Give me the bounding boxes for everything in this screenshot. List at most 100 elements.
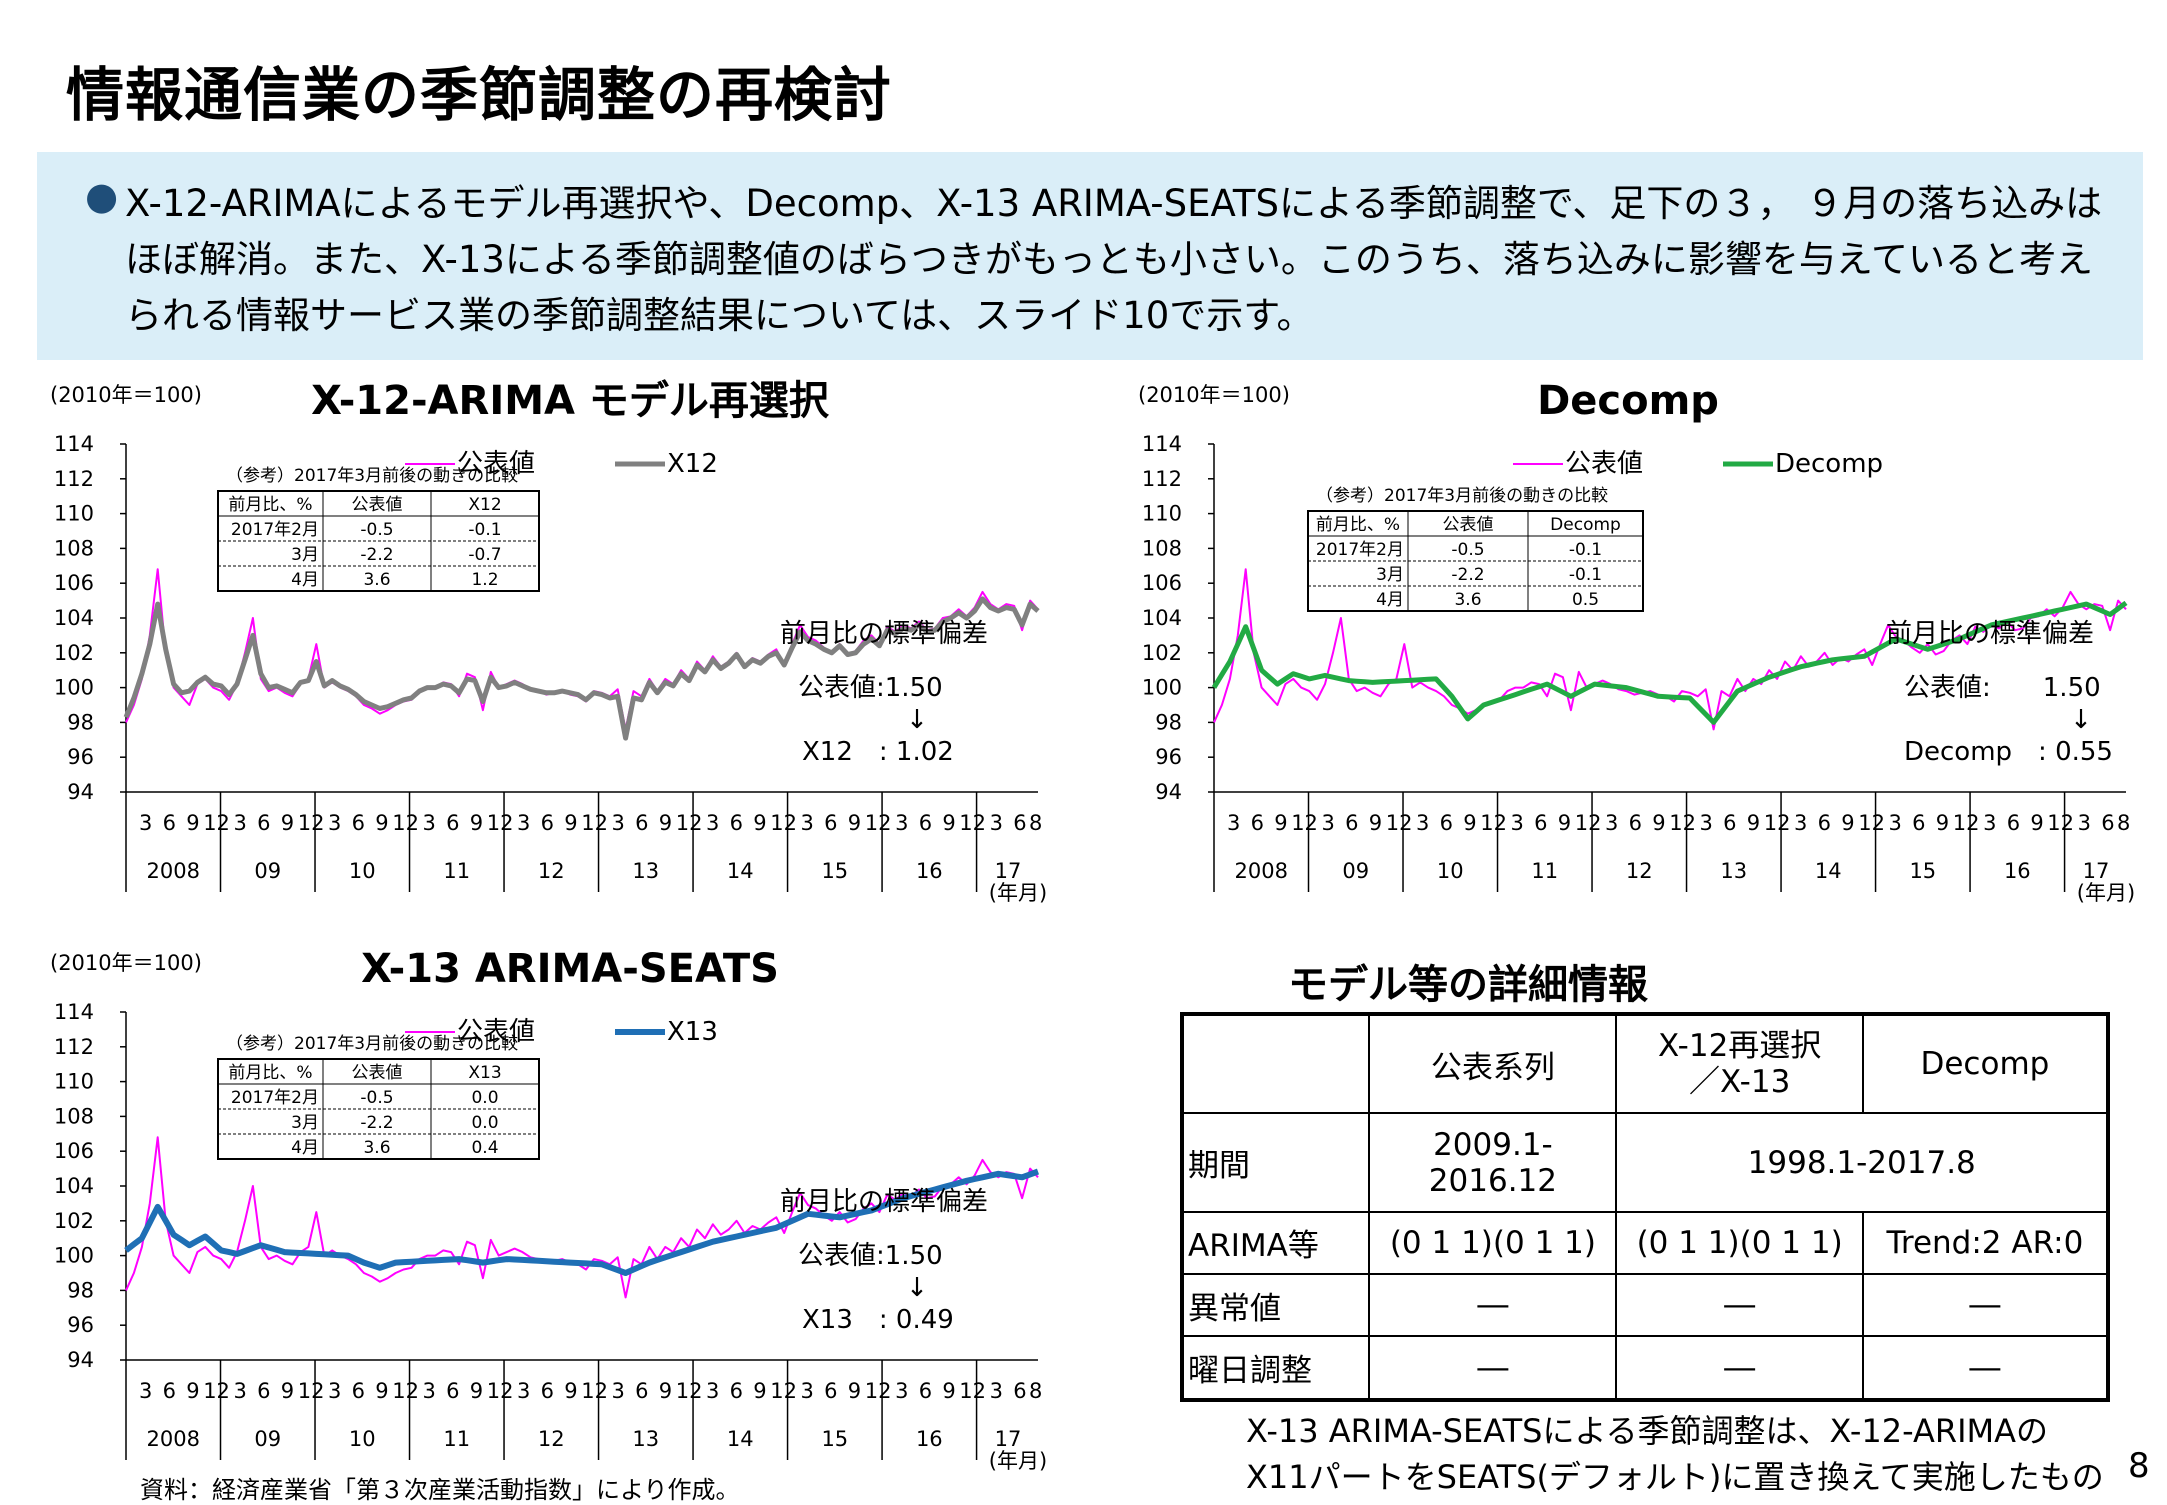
year-label: 12 — [538, 859, 565, 883]
arrow-down-icon: ↓ — [906, 1273, 928, 1303]
year-label: 2008 — [147, 1427, 200, 1451]
month-tick-label: 9 — [564, 1379, 577, 1403]
month-tick-label: 12 — [959, 1379, 986, 1403]
y-tick-label: 102 — [54, 1209, 94, 1233]
stddev-heading: 前月比の標準偏差 — [780, 619, 988, 649]
month-tick-label: 9 — [281, 811, 294, 835]
ref-table-cell: -0.1 — [1569, 565, 1602, 585]
y-tick-label: 110 — [1142, 502, 1182, 526]
month-tick-label: 12 — [770, 811, 797, 835]
year-label: 2008 — [147, 859, 200, 883]
month-tick-label: 6 — [635, 1379, 648, 1403]
month-tick-label: 3 — [895, 1379, 908, 1403]
month-tick-label: 9 — [470, 1379, 483, 1403]
ref-table-cell: 0.5 — [1572, 590, 1599, 610]
stddev-adjusted: X13 : 0.49 — [802, 1305, 954, 1335]
month-tick-label: 9 — [375, 811, 388, 835]
y-tick-label: 100 — [54, 1244, 94, 1268]
month-tick-label: 3 — [801, 1379, 814, 1403]
detail-table-title: モデル等の詳細情報 — [1288, 962, 1648, 1008]
month-tick-label: 3 — [1700, 811, 1713, 835]
detail-cell: (0 1 1)(0 1 1) — [1368, 1210, 1618, 1275]
month-tick-label: 6 — [446, 1379, 459, 1403]
month-tick-label: 3 — [990, 1379, 1003, 1403]
y-tick-label: 98 — [67, 1278, 94, 1302]
month-tick-label: 9 — [1936, 811, 1949, 835]
ref-table-cell: 公表値 — [1443, 515, 1494, 535]
y-tick-label: 112 — [54, 467, 94, 491]
month-tick-label: 6 — [730, 1379, 743, 1403]
unit-label: (2010年＝100) — [50, 383, 202, 407]
month-tick-label: 3 — [1983, 811, 1996, 835]
detail-cell: 2009.1- 2016.12 — [1368, 1112, 1618, 1213]
month-tick-label: 3 — [423, 811, 436, 835]
month-tick-label: 9 — [1652, 811, 1665, 835]
month-tick-label: 6 — [919, 1379, 932, 1403]
ref-table-cell: X12 — [468, 495, 501, 515]
month-tick-label: 12 — [1953, 811, 1980, 835]
page-title: 情報通信業の季節調整の再検討 — [66, 61, 893, 129]
month-tick-label: 6 — [163, 1379, 176, 1403]
year-label: 11 — [443, 1427, 470, 1451]
legend-label: Decomp — [1775, 449, 1883, 479]
month-tick-label: 8 — [1029, 811, 1042, 835]
month-tick-label: 3 — [1322, 811, 1335, 835]
ref-table-cell: 3月 — [291, 1113, 319, 1133]
month-tick-label: 6 — [541, 1379, 554, 1403]
bullet-icon: ● — [85, 174, 119, 218]
detail-cell: ― — [1861, 1272, 2110, 1338]
unit-label: (2010年＝100) — [1138, 383, 1290, 407]
ref-table-cell: 2017年2月 — [231, 520, 319, 540]
month-tick-label: 6 — [2101, 811, 2114, 835]
ref-table-cell: -0.7 — [468, 545, 501, 565]
month-tick-label: 3 — [1605, 811, 1618, 835]
year-label: 17 — [995, 1427, 1022, 1451]
series-line-adjusted — [1211, 600, 2128, 725]
detail-cell: ― — [1368, 1272, 1618, 1338]
series-line-adjusted — [123, 596, 1040, 741]
y-tick-label: 112 — [1142, 467, 1182, 491]
month-tick-label: 6 — [1912, 811, 1925, 835]
month-tick-label: 12 — [1669, 811, 1696, 835]
month-tick-label: 6 — [257, 1379, 270, 1403]
month-tick-label: 12 — [581, 1379, 608, 1403]
ref-table-cell: -0.5 — [360, 1088, 393, 1108]
y-tick-label: 94 — [1155, 780, 1182, 804]
ref-table-cell: 3月 — [291, 545, 319, 565]
month-tick-label: 9 — [848, 1379, 861, 1403]
month-tick-label: 6 — [352, 1379, 365, 1403]
y-tick-label: 94 — [67, 780, 94, 804]
month-tick-label: 3 — [234, 1379, 247, 1403]
stddev-heading: 前月比の標準偏差 — [780, 1187, 988, 1217]
ref-table-cell: 3.6 — [1454, 590, 1481, 610]
ref-table-cell: 2017年2月 — [1316, 540, 1404, 560]
month-tick-label: 8 — [1029, 1379, 1042, 1403]
month-tick-label: 6 — [163, 811, 176, 835]
month-tick-label: 3 — [1794, 811, 1807, 835]
month-tick-label: 3 — [1511, 811, 1524, 835]
month-tick-label: 12 — [959, 811, 986, 835]
series-line-published — [125, 1136, 1039, 1299]
year-label: 15 — [821, 1427, 848, 1451]
ref-table-caption: （参考）2017年3月前後の動きの比較 — [226, 1034, 518, 1054]
ref-table-cell: 1.2 — [471, 570, 498, 590]
month-tick-label: 6 — [1345, 811, 1358, 835]
month-tick-label: 9 — [942, 1379, 955, 1403]
y-tick-label: 114 — [54, 432, 94, 456]
year-label: 13 — [632, 859, 659, 883]
month-tick-label: 6 — [730, 811, 743, 835]
ref-table-cell: 3月 — [1376, 565, 1404, 585]
month-tick-label: 6 — [2007, 811, 2020, 835]
detail-cell: Trend:2 AR:0 — [1861, 1210, 2110, 1275]
month-tick-label: 9 — [186, 1379, 199, 1403]
year-label: 16 — [2004, 859, 2031, 883]
stddev-published: 公表値:1.50 — [798, 1241, 943, 1271]
y-tick-label: 108 — [1142, 536, 1182, 560]
page-number: 8 — [2128, 1446, 2150, 1486]
ref-table-cell: 0.4 — [471, 1138, 498, 1158]
month-tick-label: 3 — [1227, 811, 1240, 835]
detail-cell: 1998.1-2017.8 — [1615, 1112, 2109, 1213]
y-tick-label: 96 — [1155, 745, 1182, 769]
month-tick-label: 3 — [1416, 811, 1429, 835]
y-tick-label: 106 — [1142, 571, 1182, 595]
